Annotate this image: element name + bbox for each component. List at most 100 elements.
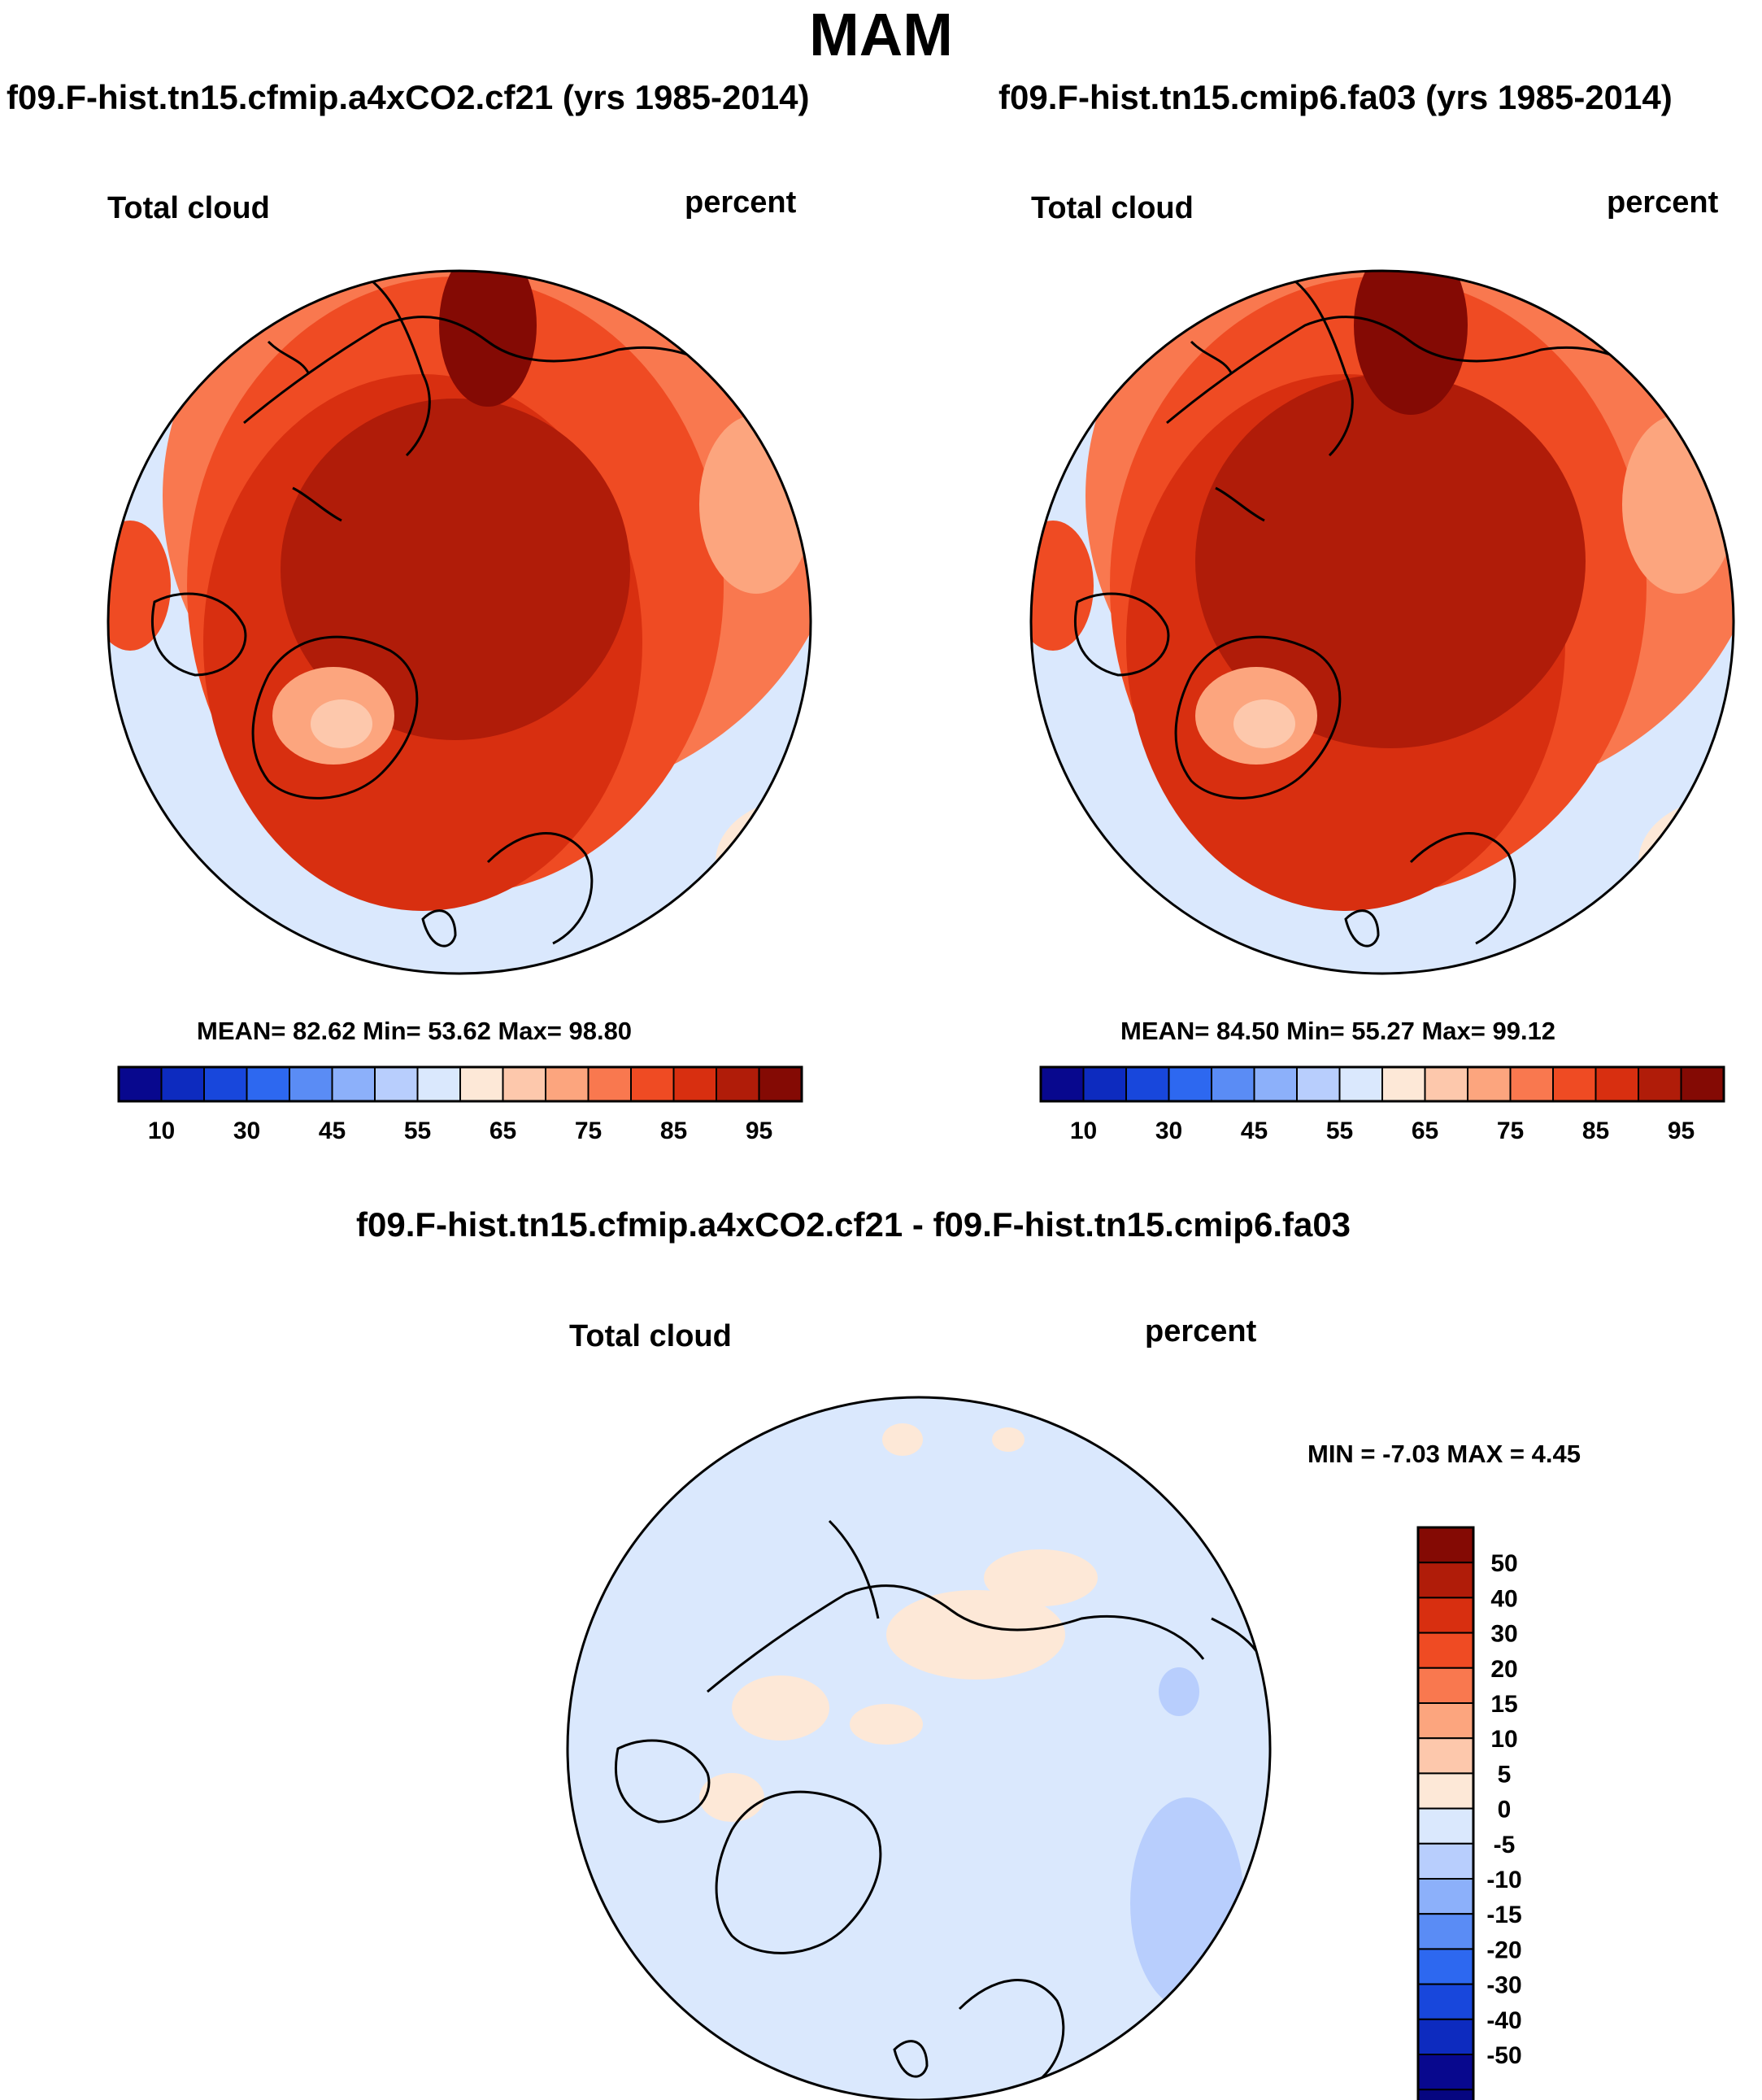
panel2-colorbar-bin bbox=[1082, 1066, 1127, 1102]
panel2-colorbar-tick-label: 85 bbox=[1582, 1118, 1609, 1144]
map1-coast-peninsula bbox=[365, 275, 431, 457]
panel2-colorbar-bin bbox=[1467, 1066, 1512, 1102]
diff-colorbar-frame bbox=[1416, 1526, 1475, 2100]
panel2-colorbar-bin bbox=[1424, 1066, 1468, 1102]
panel2-colorbar-bin bbox=[1680, 1066, 1725, 1102]
diff-pos-patch-1 bbox=[886, 1590, 1065, 1680]
panel1-units-label: percent bbox=[685, 185, 797, 220]
panel2-colorbar-tick-label: 45 bbox=[1241, 1118, 1268, 1144]
map2-coast-britain bbox=[1344, 909, 1380, 948]
panel1-colorbar-tick-label: 85 bbox=[660, 1118, 687, 1144]
diff-colorbar-bin bbox=[1417, 2054, 1474, 2091]
diff-colorbar-tick-label: 0 bbox=[1498, 1797, 1512, 1823]
panel1-colorbar-bin bbox=[672, 1066, 717, 1102]
map1-se-patch bbox=[716, 797, 811, 927]
diff-colorbar-bin bbox=[1417, 1948, 1474, 1985]
map2-coastlines bbox=[1073, 275, 1664, 948]
diff-title: f09.F-hist.tn15.cfmip.a4xCO2.cf21 - f09.… bbox=[356, 1205, 1351, 1244]
diff-variable-label: Total cloud bbox=[569, 1319, 732, 1353]
diff-colorbar-bin bbox=[1417, 1737, 1474, 1775]
diff-coast-island bbox=[1211, 1617, 1258, 1652]
panel2-colorbar-tick-label: 65 bbox=[1412, 1118, 1438, 1144]
panel1-colorbar: 10 30 45 55 65 75 85 95 bbox=[117, 1065, 803, 1144]
diff-colorbar-tick-label: 30 bbox=[1490, 1621, 1517, 1648]
diff-colorbar-bin bbox=[1417, 1807, 1474, 1845]
panel1-colorbar-bin bbox=[716, 1066, 760, 1102]
diff-colorbar-tick-label: -30 bbox=[1486, 1972, 1521, 1999]
panel1-title: f09.F-hist.tn15.cfmip.a4xCO2.cf21 (yrs 1… bbox=[7, 78, 810, 116]
panel1-colorbar-tick-label: 30 bbox=[233, 1118, 260, 1144]
diff-neg-patch-2 bbox=[1159, 1667, 1199, 1716]
diff-colorbar-bin bbox=[1417, 1983, 1474, 2020]
panel2-variable-label: Total cloud bbox=[1031, 191, 1194, 225]
diff-pos-patch-2 bbox=[984, 1549, 1098, 1606]
diff-colorbar-bin bbox=[1417, 2018, 1474, 2056]
panel2-title: f09.F-hist.tn15.cmip6.fa03 (yrs 1985-201… bbox=[998, 78, 1673, 116]
panel1-colorbar-frame bbox=[117, 1065, 803, 1103]
diff-colorbar-bin bbox=[1417, 1842, 1474, 1880]
panel2-map bbox=[1031, 271, 1734, 974]
diff-colorbar-bin bbox=[1417, 1666, 1474, 1705]
panel2-stats: MEAN= 84.50 Min= 55.27 Max= 99.12 bbox=[1120, 1017, 1556, 1045]
map1-band6 bbox=[439, 271, 537, 407]
diff-colorbar-tick-label: 15 bbox=[1490, 1691, 1517, 1718]
diff-colorbar-tick-label: 10 bbox=[1490, 1726, 1517, 1753]
panel2-map-border bbox=[1029, 269, 1735, 975]
figure-title: MAM bbox=[809, 1, 953, 68]
map1-coast-britain bbox=[421, 909, 457, 948]
diff-colorbar-tick-label: -10 bbox=[1486, 1867, 1521, 1893]
map1-band5 bbox=[281, 399, 630, 740]
panel1-colorbar-bin bbox=[630, 1066, 675, 1102]
map1-coast-arctic bbox=[243, 316, 742, 425]
diff-coastlines bbox=[614, 1519, 1258, 2092]
map2-band6 bbox=[1354, 271, 1468, 415]
map2-coast-scandinavia bbox=[1409, 832, 1516, 945]
diff-colorbar-bin bbox=[1417, 1913, 1474, 1950]
panel1-colorbar-bin bbox=[331, 1066, 376, 1102]
panel1-colorbar-tick-label: 65 bbox=[489, 1118, 516, 1144]
map2-greenland-inner bbox=[1233, 699, 1295, 748]
panel2-colorbar: 10 30 45 55 65 75 85 95 bbox=[1039, 1065, 1725, 1144]
diff-colorbar-tick-label: 20 bbox=[1490, 1656, 1517, 1683]
panel1-colorbar-bin bbox=[160, 1066, 205, 1102]
map2-coast-islands bbox=[1190, 340, 1265, 522]
map1-coast-scandinavia bbox=[486, 832, 594, 945]
panel1-map bbox=[108, 271, 811, 974]
panel2-colorbar-tick-label: 75 bbox=[1497, 1118, 1524, 1144]
panel1-colorbar-bin bbox=[545, 1066, 590, 1102]
panel1-colorbar-bin bbox=[587, 1066, 632, 1102]
panel2-colorbar-frame bbox=[1039, 1065, 1725, 1103]
diff-coast-greenland bbox=[715, 1790, 882, 1954]
diff-coast-hudson bbox=[614, 1739, 711, 1823]
panel2-colorbar-tick-label: 95 bbox=[1668, 1118, 1695, 1144]
panel2-colorbar-tick-label: 30 bbox=[1155, 1118, 1182, 1144]
diff-colorbar-tick-label: -5 bbox=[1494, 1832, 1516, 1858]
panel2-colorbar-bin bbox=[1509, 1066, 1554, 1102]
diff-colorbar-bin bbox=[1417, 1562, 1474, 1599]
panel2-colorbar-bin bbox=[1595, 1066, 1639, 1102]
diff-units-label: percent bbox=[1145, 1314, 1257, 1348]
panel1-stats: MEAN= 82.62 Min= 53.62 Max= 98.80 bbox=[197, 1017, 633, 1045]
diff-pos-patch-6 bbox=[882, 1423, 923, 1456]
map2-coast-arctic bbox=[1166, 316, 1664, 425]
panel2-colorbar-bin bbox=[1338, 1066, 1383, 1102]
diff-colorbar-tick-label: -20 bbox=[1486, 1937, 1521, 1963]
map2-coast-greenland bbox=[1174, 635, 1342, 799]
panel2-colorbar-bin bbox=[1296, 1066, 1341, 1102]
diff-coast-arctic bbox=[707, 1584, 1205, 1693]
diff-colorbar-bin bbox=[1417, 1702, 1474, 1740]
panel2-colorbar-bin bbox=[1552, 1066, 1597, 1102]
panel1-colorbar-bin bbox=[502, 1066, 546, 1102]
panel1-variable-label: Total cloud bbox=[107, 191, 270, 225]
diff-pos-patch-3 bbox=[732, 1675, 829, 1741]
map1-greenland-inner bbox=[311, 699, 372, 748]
panel2-colorbar-bin bbox=[1638, 1066, 1682, 1102]
diff-colorbar-bin bbox=[1417, 1632, 1474, 1669]
panel1-colorbar-tick-label: 10 bbox=[148, 1118, 175, 1144]
panel2-colorbar-bin bbox=[1125, 1066, 1170, 1102]
diff-colorbar-tick-label: -15 bbox=[1486, 1902, 1521, 1928]
map1-coast-islands bbox=[267, 340, 342, 522]
panel1-colorbar-bin bbox=[374, 1066, 419, 1102]
panel2-colorbar-bin bbox=[1040, 1066, 1085, 1102]
